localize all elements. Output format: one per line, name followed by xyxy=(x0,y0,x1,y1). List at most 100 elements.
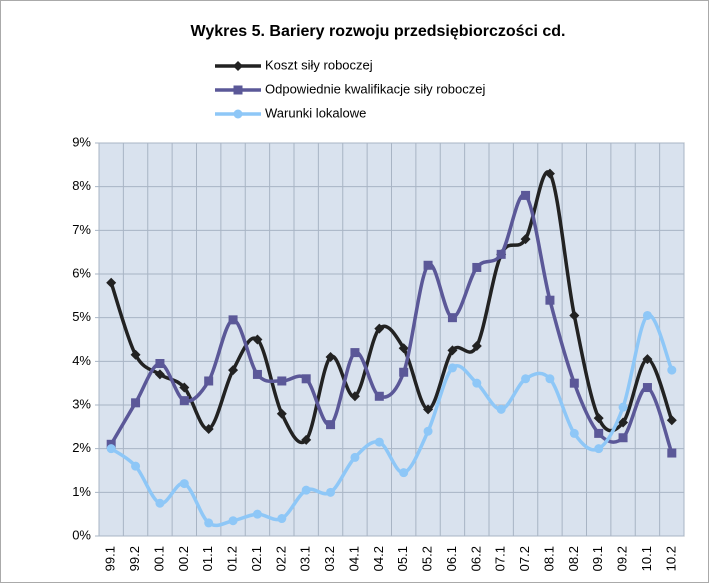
x-tick-label: 09.2 xyxy=(615,546,630,571)
data-point xyxy=(154,369,165,380)
data-point xyxy=(667,448,677,458)
data-point xyxy=(447,345,458,356)
data-point xyxy=(521,374,531,384)
data-point xyxy=(399,468,409,478)
data-point xyxy=(667,365,677,375)
data-point xyxy=(179,396,189,406)
data-point xyxy=(472,378,482,388)
data-point xyxy=(130,349,141,360)
x-tick-label: 04.2 xyxy=(371,546,386,571)
y-tick-label: 5% xyxy=(72,309,91,324)
data-point xyxy=(472,262,482,272)
data-point xyxy=(325,351,336,362)
data-point xyxy=(569,428,579,438)
data-point xyxy=(545,295,555,305)
data-point xyxy=(374,437,384,447)
x-tick-label: 06.2 xyxy=(468,546,483,571)
y-tick-label: 1% xyxy=(72,484,91,499)
data-point xyxy=(301,434,312,445)
x-tick-label: 07.2 xyxy=(517,546,532,571)
legend-label: Koszt siły roboczej xyxy=(265,57,373,72)
data-point xyxy=(277,514,287,524)
legend-label: Warunki lokalowe xyxy=(265,105,366,120)
x-tick-label: 03.2 xyxy=(322,546,337,571)
data-point xyxy=(106,444,116,454)
data-point xyxy=(544,168,555,179)
data-point xyxy=(496,249,506,259)
y-tick-label: 0% xyxy=(72,527,91,542)
x-tick-label: 07.1 xyxy=(493,546,508,571)
data-point xyxy=(594,428,604,438)
data-point xyxy=(520,234,531,245)
x-tick-label: 09.1 xyxy=(590,546,605,571)
data-point xyxy=(203,424,214,435)
x-tick-label: 99.1 xyxy=(103,546,118,571)
data-point xyxy=(593,413,604,424)
data-point xyxy=(423,404,434,415)
data-point xyxy=(179,479,189,489)
data-point xyxy=(131,398,141,408)
x-tick-label: 00.2 xyxy=(176,546,191,571)
x-tick-label: 05.2 xyxy=(420,546,435,571)
x-tick-label: 08.2 xyxy=(566,546,581,571)
data-point xyxy=(496,404,506,414)
data-point xyxy=(374,391,384,401)
data-point xyxy=(228,315,238,325)
data-point xyxy=(131,461,141,471)
data-point xyxy=(471,341,482,352)
data-point xyxy=(666,415,677,426)
data-point xyxy=(204,376,214,386)
x-tick-label: 06.1 xyxy=(444,546,459,571)
data-point xyxy=(228,365,239,376)
x-tick-label: 03.1 xyxy=(298,546,313,571)
data-point xyxy=(179,382,190,393)
data-point xyxy=(276,408,287,419)
data-point xyxy=(326,487,336,497)
data-point xyxy=(301,485,311,495)
data-point xyxy=(569,310,580,321)
y-tick-label: 2% xyxy=(72,440,91,455)
legend-label: Odpowiednie kwalifikacje siły roboczej xyxy=(265,81,485,96)
x-tick-label: 04.1 xyxy=(346,546,361,571)
data-point xyxy=(252,334,263,345)
data-point xyxy=(301,374,311,384)
data-point xyxy=(618,402,628,412)
data-point xyxy=(106,277,117,288)
data-point xyxy=(233,109,243,119)
data-point xyxy=(155,498,165,508)
data-point xyxy=(252,509,262,519)
x-tick-label: 08.1 xyxy=(541,546,556,571)
data-point xyxy=(642,310,652,320)
data-point xyxy=(594,444,604,454)
y-tick-label: 9% xyxy=(72,134,91,149)
data-point xyxy=(277,376,287,386)
data-point xyxy=(155,359,165,369)
data-point xyxy=(642,383,652,393)
data-point xyxy=(350,452,360,462)
data-point xyxy=(252,369,262,379)
y-tick-label: 3% xyxy=(72,396,91,411)
data-point xyxy=(423,426,433,436)
x-tick-label: 00.1 xyxy=(151,546,166,571)
x-tick-label: 99.2 xyxy=(127,546,142,571)
data-point xyxy=(521,190,531,200)
data-point xyxy=(204,518,214,528)
y-tick-label: 7% xyxy=(72,222,91,237)
data-point xyxy=(618,433,628,443)
data-point xyxy=(350,348,360,358)
x-tick-label: 02.2 xyxy=(273,546,288,571)
x-tick-label: 02.1 xyxy=(249,546,264,571)
data-point xyxy=(423,260,433,270)
y-tick-label: 6% xyxy=(72,265,91,280)
data-point xyxy=(399,367,409,377)
data-point xyxy=(398,343,409,354)
data-point xyxy=(642,354,653,365)
x-tick-label: 01.2 xyxy=(225,546,240,571)
x-tick-label: 10.1 xyxy=(639,546,654,571)
data-point xyxy=(349,391,360,402)
chart-title: Wykres 5. Bariery rozwoju przedsiębiorcz… xyxy=(191,23,566,40)
data-point xyxy=(233,85,243,95)
x-tick-label: 05.1 xyxy=(395,546,410,571)
x-tick-label: 01.1 xyxy=(200,546,215,571)
